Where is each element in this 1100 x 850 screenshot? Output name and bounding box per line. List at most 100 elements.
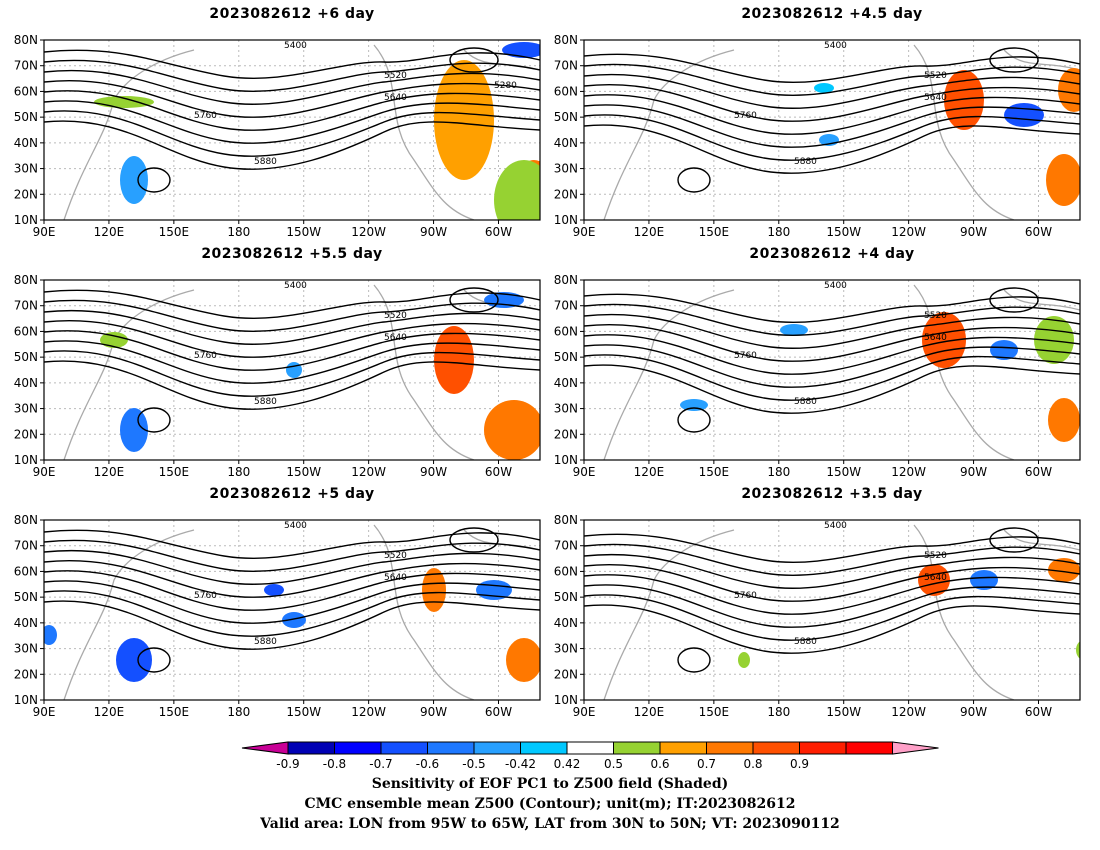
lat-tick-label: 80N bbox=[14, 513, 38, 527]
sensitivity-shading bbox=[814, 83, 834, 93]
z500-contour bbox=[584, 293, 1080, 323]
sensitivity-shading bbox=[970, 570, 998, 590]
lat-tick-label: 80N bbox=[554, 273, 578, 287]
panel-title-2: 2023082612 +4.5 day bbox=[741, 6, 923, 22]
lon-tick-label: 180 bbox=[227, 225, 250, 239]
lat-tick-label: 50N bbox=[554, 350, 578, 364]
z500-contour bbox=[449, 47, 499, 73]
lon-tick-label: 120E bbox=[634, 465, 665, 479]
lat-tick-label: 40N bbox=[14, 616, 38, 630]
lat-tick-label: 10N bbox=[554, 213, 578, 227]
sensitivity-shading bbox=[738, 652, 750, 668]
z500-contour bbox=[584, 594, 1080, 641]
lon-tick-label: 150E bbox=[159, 465, 190, 479]
contour-label: 5880 bbox=[254, 157, 277, 167]
panel-title-6: 2023082612 +3.5 day bbox=[741, 486, 923, 502]
lat-tick-label: 50N bbox=[554, 110, 578, 124]
contour-label: 5640 bbox=[924, 93, 947, 103]
sensitivity-shading bbox=[780, 324, 808, 336]
z500-contour bbox=[584, 584, 1080, 628]
z500-contour bbox=[584, 73, 1080, 109]
z500-contour bbox=[44, 299, 540, 332]
map-frame bbox=[583, 279, 1081, 461]
lat-tick-label: 40N bbox=[554, 376, 578, 390]
contour-label: 5880 bbox=[254, 397, 277, 407]
lon-tick-label: 150E bbox=[699, 705, 730, 719]
lon-tick-label: 60W bbox=[485, 705, 512, 719]
lat-tick-label: 80N bbox=[14, 33, 38, 47]
lon-tick-label: 60W bbox=[1025, 465, 1052, 479]
contour-label: 5760 bbox=[734, 111, 757, 121]
lon-tick-label: 90E bbox=[573, 465, 596, 479]
lon-tick-label: 120E bbox=[94, 705, 125, 719]
z500-contour bbox=[584, 94, 1080, 135]
z500-contour bbox=[677, 407, 711, 433]
lon-tick-label: 150E bbox=[159, 705, 190, 719]
lat-tick-label: 60N bbox=[14, 564, 38, 578]
contour-label: 5760 bbox=[734, 351, 757, 361]
z500-contour bbox=[44, 100, 540, 144]
lat-tick-label: 20N bbox=[14, 667, 38, 681]
z500-contour bbox=[44, 600, 540, 650]
sensitivity-shading bbox=[502, 42, 540, 58]
z500-contour bbox=[44, 80, 540, 118]
contour-label: 5280 bbox=[494, 81, 517, 91]
lat-tick-label: 40N bbox=[554, 136, 578, 150]
z500-contour bbox=[584, 63, 1080, 96]
lat-tick-label: 30N bbox=[14, 642, 38, 656]
lon-tick-label: 120E bbox=[634, 225, 665, 239]
contour-label: 5640 bbox=[384, 573, 407, 583]
z500-contour bbox=[44, 69, 540, 105]
contour-label: 5520 bbox=[924, 551, 947, 561]
lon-tick-label: 150W bbox=[826, 705, 861, 719]
caption-line-3: Valid area: LON from 95W to 65W, LAT fro… bbox=[260, 816, 840, 832]
lon-tick-label: 90W bbox=[960, 225, 987, 239]
lat-tick-label: 70N bbox=[554, 299, 578, 313]
lon-tick-label: 150W bbox=[286, 705, 321, 719]
lat-tick-label: 20N bbox=[554, 187, 578, 201]
lon-tick-label: 180 bbox=[767, 225, 790, 239]
contour-label: 5760 bbox=[194, 591, 217, 601]
lat-tick-label: 20N bbox=[554, 667, 578, 681]
coastline bbox=[373, 524, 475, 700]
sensitivity-shading bbox=[264, 584, 284, 596]
map-panel-2: 5400 5520 5640 5760 5880 80N 70N 60N 50N 40N 30N 20… bbox=[554, 33, 1081, 239]
lon-tick-label: 180 bbox=[767, 705, 790, 719]
lat-tick-label: 70N bbox=[14, 59, 38, 73]
z500-contour bbox=[584, 53, 1080, 83]
z500-contour bbox=[44, 90, 540, 131]
lat-tick-label: 60N bbox=[554, 84, 578, 98]
lon-tick-label: 90E bbox=[33, 705, 56, 719]
z500-contour bbox=[989, 527, 1039, 553]
lat-tick-label: 10N bbox=[14, 213, 38, 227]
lon-tick-label: 120W bbox=[891, 465, 926, 479]
map-panel-4: 5400 5520 5640 5760 5880 80N 70N 60N 50N 40N 30N 20… bbox=[554, 273, 1081, 479]
sensitivity-shading bbox=[680, 399, 708, 411]
sensitivity-shading bbox=[120, 408, 148, 452]
lon-tick-label: 120W bbox=[891, 705, 926, 719]
z500-contour bbox=[44, 340, 540, 384]
z500-contour bbox=[584, 364, 1080, 414]
lon-tick-label: 90E bbox=[33, 465, 56, 479]
contour-label: 5520 bbox=[384, 551, 407, 561]
contour-label: 5880 bbox=[794, 637, 817, 647]
sensitivity-shading bbox=[1048, 398, 1080, 442]
z500-contour bbox=[44, 320, 540, 358]
z500-contour bbox=[44, 330, 540, 371]
z500-contour bbox=[137, 407, 171, 433]
sensitivity-shading bbox=[1046, 154, 1080, 206]
caption-line-1: Sensitivity of EOF PC1 to Z500 field (Sh… bbox=[371, 776, 729, 792]
lon-tick-label: 90E bbox=[573, 225, 596, 239]
lat-tick-label: 10N bbox=[14, 453, 38, 467]
lon-tick-label: 150E bbox=[159, 225, 190, 239]
contour-label: 5400 bbox=[824, 41, 847, 51]
sensitivity-shading bbox=[422, 568, 446, 612]
lat-tick-label: 60N bbox=[14, 324, 38, 338]
z500-contour bbox=[584, 124, 1080, 174]
map-frame bbox=[583, 39, 1081, 221]
z500-contour bbox=[584, 104, 1080, 148]
coastline bbox=[373, 284, 475, 460]
contour-label: 5760 bbox=[734, 591, 757, 601]
z500-contour bbox=[44, 590, 540, 637]
